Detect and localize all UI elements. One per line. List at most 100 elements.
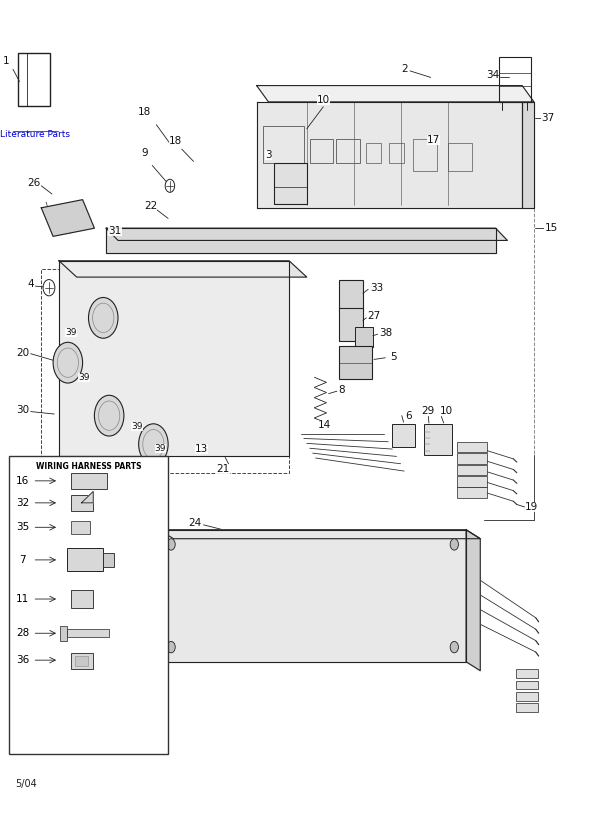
Polygon shape [522, 102, 534, 208]
Text: 26: 26 [28, 178, 41, 187]
Text: 33: 33 [370, 283, 383, 293]
Bar [339, 308, 363, 341]
Bar [67, 629, 109, 637]
Text: 6: 6 [405, 411, 412, 421]
Bar [516, 703, 538, 712]
Polygon shape [257, 102, 522, 208]
Text: 5/04: 5/04 [15, 779, 37, 789]
Bar [71, 590, 93, 608]
Text: 3: 3 [265, 150, 272, 160]
Bar [392, 424, 415, 447]
Text: 18: 18 [138, 108, 151, 117]
Polygon shape [59, 261, 307, 277]
Text: 28: 28 [16, 628, 29, 638]
Text: 31: 31 [109, 226, 122, 236]
Bar [310, 139, 333, 163]
Text: 24: 24 [188, 518, 201, 528]
Text: 29: 29 [421, 406, 434, 416]
Bar [278, 236, 288, 249]
Bar [516, 669, 538, 678]
Text: 32: 32 [16, 498, 29, 508]
Text: 39: 39 [131, 421, 143, 431]
Text: 22: 22 [144, 201, 157, 211]
Bar [184, 236, 194, 249]
Text: 35: 35 [16, 522, 29, 532]
Text: 17: 17 [427, 135, 440, 145]
Bar [499, 57, 531, 102]
Bar [339, 280, 363, 312]
Bar [263, 126, 304, 163]
Text: 39: 39 [155, 443, 166, 453]
Circle shape [167, 539, 175, 550]
Bar [9, 456, 168, 754]
Polygon shape [159, 530, 466, 662]
Bar [516, 692, 538, 701]
Bar [413, 139, 437, 171]
Text: 8: 8 [338, 385, 345, 394]
Bar [75, 656, 88, 666]
Text: 39: 39 [65, 328, 77, 337]
Bar [41, 269, 289, 473]
Circle shape [450, 641, 458, 653]
Bar [366, 143, 381, 163]
Polygon shape [106, 228, 496, 253]
Text: 27: 27 [368, 311, 381, 321]
Text: 18: 18 [169, 136, 182, 146]
Bar [457, 442, 487, 452]
Bar [143, 236, 152, 249]
Circle shape [450, 539, 458, 550]
Polygon shape [159, 530, 480, 539]
Bar [274, 163, 307, 204]
Text: 5: 5 [390, 352, 397, 362]
Text: 37: 37 [541, 113, 554, 123]
Polygon shape [81, 491, 93, 503]
Text: WIRING HARNESS PARTS: WIRING HARNESS PARTS [36, 462, 141, 472]
Bar [339, 346, 372, 379]
Text: 13: 13 [195, 444, 208, 454]
Bar [389, 143, 404, 163]
Circle shape [53, 342, 83, 383]
Bar [457, 465, 487, 475]
Text: 34: 34 [486, 70, 499, 80]
Bar [326, 236, 335, 249]
Text: 4: 4 [27, 279, 34, 289]
Text: 39: 39 [78, 372, 90, 382]
Text: 21: 21 [217, 465, 230, 474]
Text: 10: 10 [317, 95, 330, 105]
Bar [71, 473, 107, 489]
Text: 16: 16 [16, 476, 29, 486]
Polygon shape [106, 228, 507, 240]
Text: 9: 9 [141, 148, 148, 158]
Bar [457, 476, 487, 487]
Polygon shape [59, 261, 289, 456]
Text: 20: 20 [16, 348, 29, 358]
Bar [18, 53, 50, 106]
Polygon shape [466, 530, 480, 671]
Bar [355, 327, 373, 347]
Text: 7: 7 [19, 555, 26, 565]
Text: 38: 38 [379, 328, 392, 337]
Bar [67, 548, 103, 571]
Bar [71, 495, 93, 511]
Text: 19: 19 [525, 502, 538, 512]
Bar [457, 453, 487, 464]
Polygon shape [257, 86, 534, 102]
Circle shape [167, 641, 175, 653]
Text: 36: 36 [16, 655, 29, 665]
Text: 1: 1 [2, 56, 9, 66]
Circle shape [88, 297, 118, 338]
Text: 2: 2 [401, 64, 408, 74]
Bar [336, 139, 360, 163]
Bar [516, 681, 538, 689]
Circle shape [94, 395, 124, 436]
Text: 14: 14 [318, 420, 331, 430]
Bar [60, 626, 67, 641]
Text: 11: 11 [16, 594, 29, 604]
Bar [448, 143, 472, 171]
Text: 30: 30 [16, 405, 29, 415]
Bar [424, 424, 452, 455]
Text: 10: 10 [440, 406, 453, 416]
Bar [103, 553, 114, 567]
Circle shape [139, 424, 168, 465]
Bar [71, 653, 93, 669]
